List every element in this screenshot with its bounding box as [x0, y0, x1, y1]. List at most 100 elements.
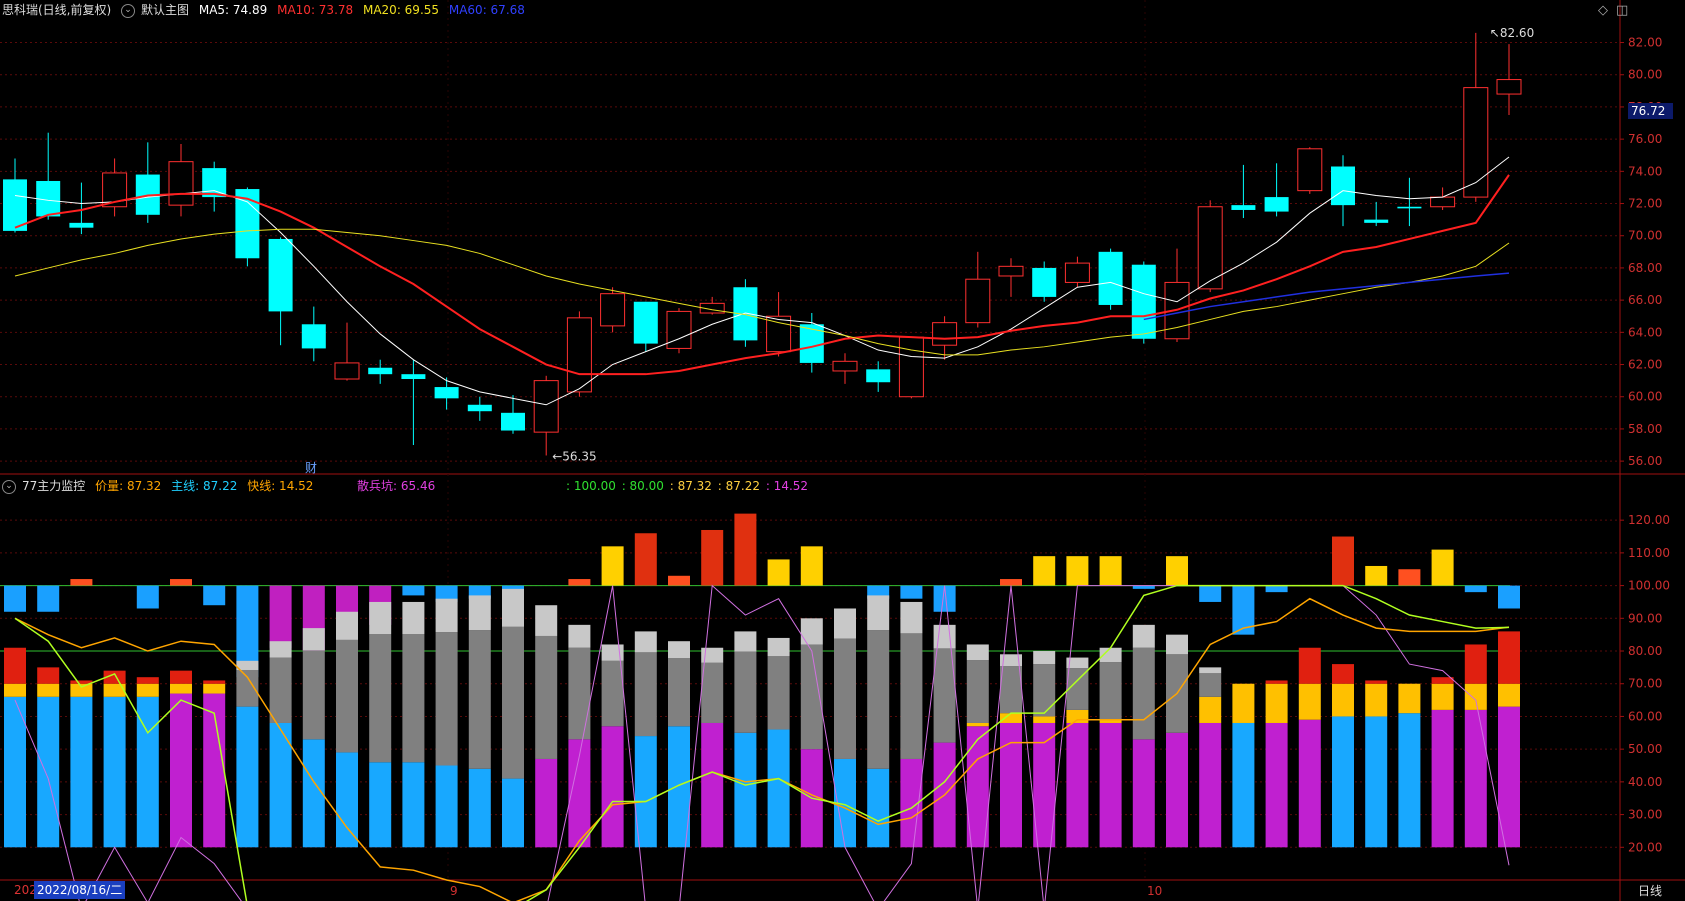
indicator-base-bar [1232, 722, 1255, 848]
chevron-down-icon[interactable]: ⌄ [2, 479, 16, 494]
candle-body-down [1397, 206, 1422, 209]
price-tick-label: 56.00 [1628, 454, 1662, 468]
candle-body-up [566, 317, 592, 393]
indicator-base-bar [867, 768, 890, 848]
chevron-down-icon[interactable]: ⌄ [121, 3, 136, 18]
indicator-gray-bar [966, 660, 989, 723]
candle-body-up [533, 380, 559, 433]
candle-body-down [202, 168, 227, 198]
indicator-base-bar [834, 758, 856, 848]
zhuxian-line [14, 584, 1510, 901]
indicator-base-bar [568, 739, 591, 848]
indicator-base-bar [1398, 713, 1421, 848]
indicator-gray-bar [1132, 647, 1155, 740]
indicator-yellow-bar [1232, 683, 1255, 723]
indicator-lightgray-bar [302, 628, 325, 651]
candle-body-up [666, 310, 692, 349]
candle-body-up [1197, 206, 1223, 290]
indicator-red-bar [1431, 677, 1454, 684]
indicator-gray-bar [1199, 673, 1222, 697]
candle-body-up [766, 315, 792, 353]
indicator-base-bar [1166, 732, 1188, 848]
indicator-yellow-bar [1033, 716, 1056, 723]
candle-body-down [1098, 251, 1123, 305]
indicator-top-bar [136, 585, 159, 609]
indicator-tick-label: 30.00 [1628, 808, 1662, 822]
price-tick-label: 68.00 [1628, 261, 1662, 275]
candle-body-up [168, 161, 194, 206]
ma5-value: MA5: 74.89 [198, 3, 268, 17]
indicator-lightgray-bar [634, 631, 657, 653]
indicator-gray-bar [800, 644, 823, 750]
line-100-value: : 100.00 [566, 479, 616, 493]
indicator-lightgray-bar [435, 598, 458, 633]
indicator-lightgray-bar [834, 608, 856, 639]
indicator-top-bar [70, 579, 93, 586]
price-tick-label: 62.00 [1628, 358, 1662, 372]
candle-body-down [467, 404, 492, 412]
indicator-gray-bar [336, 639, 358, 753]
square-icon[interactable]: ◫ [1616, 3, 1629, 18]
ma60-value: MA60: 67.68 [448, 3, 525, 17]
indicator-yellow-bar [1464, 683, 1487, 710]
indicator-base-bar [502, 778, 524, 848]
indicator-top-bar [734, 513, 757, 586]
period-label[interactable]: 日线 [1638, 884, 1663, 898]
indicator-base-bar [70, 696, 93, 848]
indicator-top-bar [900, 585, 923, 599]
indicator-gray-bar [734, 651, 757, 733]
indicator-top-bar [1365, 565, 1388, 586]
indicator-lightgray-bar [1066, 657, 1089, 669]
indicator-yellow-bar [1265, 683, 1288, 723]
indicator-base-bar [1431, 709, 1454, 848]
indicator-lightgray-bar [601, 644, 624, 661]
indicator-base-bar [601, 726, 624, 848]
indicator-lightgray-bar [336, 611, 358, 640]
price-tick-label: 76.00 [1628, 132, 1662, 146]
indicator-lightgray-bar [966, 644, 989, 661]
indicator-lightgray-bar [701, 647, 724, 663]
indicator-yellow-bar [103, 683, 126, 697]
candle-body-up [1496, 79, 1522, 95]
indicator-red-bar [203, 680, 226, 684]
indicator-top-bar [435, 585, 458, 602]
indicator-yellow-bar [1199, 696, 1222, 723]
indicator-lightgray-bar [1166, 634, 1188, 655]
indicator-gray-bar [767, 656, 790, 730]
indicator-yellow-bar [1431, 683, 1454, 710]
chart-style-menu[interactable]: 默认主图 [141, 3, 190, 17]
indicator-base-bar [1066, 722, 1089, 848]
indicator-base-bar [336, 752, 358, 848]
indicator-yellow-bar [1365, 683, 1388, 717]
indicator-base-bar [1265, 722, 1288, 848]
indicator-yellow-bar [1298, 683, 1321, 720]
indicator-tick-label: 100.00 [1628, 579, 1670, 593]
indicator-base-bar [402, 762, 425, 848]
financial-report-marker[interactable]: 财 [305, 461, 318, 475]
diamond-icon[interactable]: ◇ [1598, 3, 1608, 18]
candle-body-down [3, 179, 27, 231]
indicator-top-bar [1066, 556, 1089, 586]
indicator-base-bar [734, 732, 757, 848]
indicator-tick-label: 120.00 [1628, 513, 1670, 527]
indicator-top-bar [1265, 585, 1288, 593]
indicator-base-bar [136, 696, 159, 848]
indicator-name[interactable]: 77主力监控 [22, 479, 86, 493]
indicator-lightgray-bar [1199, 667, 1222, 674]
indicator-top-bar [867, 585, 890, 599]
candle-body-down [368, 367, 393, 375]
indicator-top-bar [1132, 585, 1155, 589]
indicator-base-bar [1332, 716, 1354, 848]
indicator-base-bar [668, 726, 690, 848]
indicator-tick-label: 60.00 [1628, 709, 1662, 723]
indicator-yellow-bar [966, 722, 989, 727]
stock-title[interactable]: 思科瑞(日线,前复权) [2, 3, 112, 17]
indicator-top-bar [933, 585, 956, 612]
candle-body-down [401, 374, 426, 380]
kuaixian-value: 快线: 14.52 [247, 479, 314, 493]
candle-body-up [1064, 262, 1090, 283]
ma-line-ma5 [14, 156, 1510, 406]
candle-body-up [932, 322, 958, 346]
indicator-gray-bar [1000, 666, 1022, 714]
